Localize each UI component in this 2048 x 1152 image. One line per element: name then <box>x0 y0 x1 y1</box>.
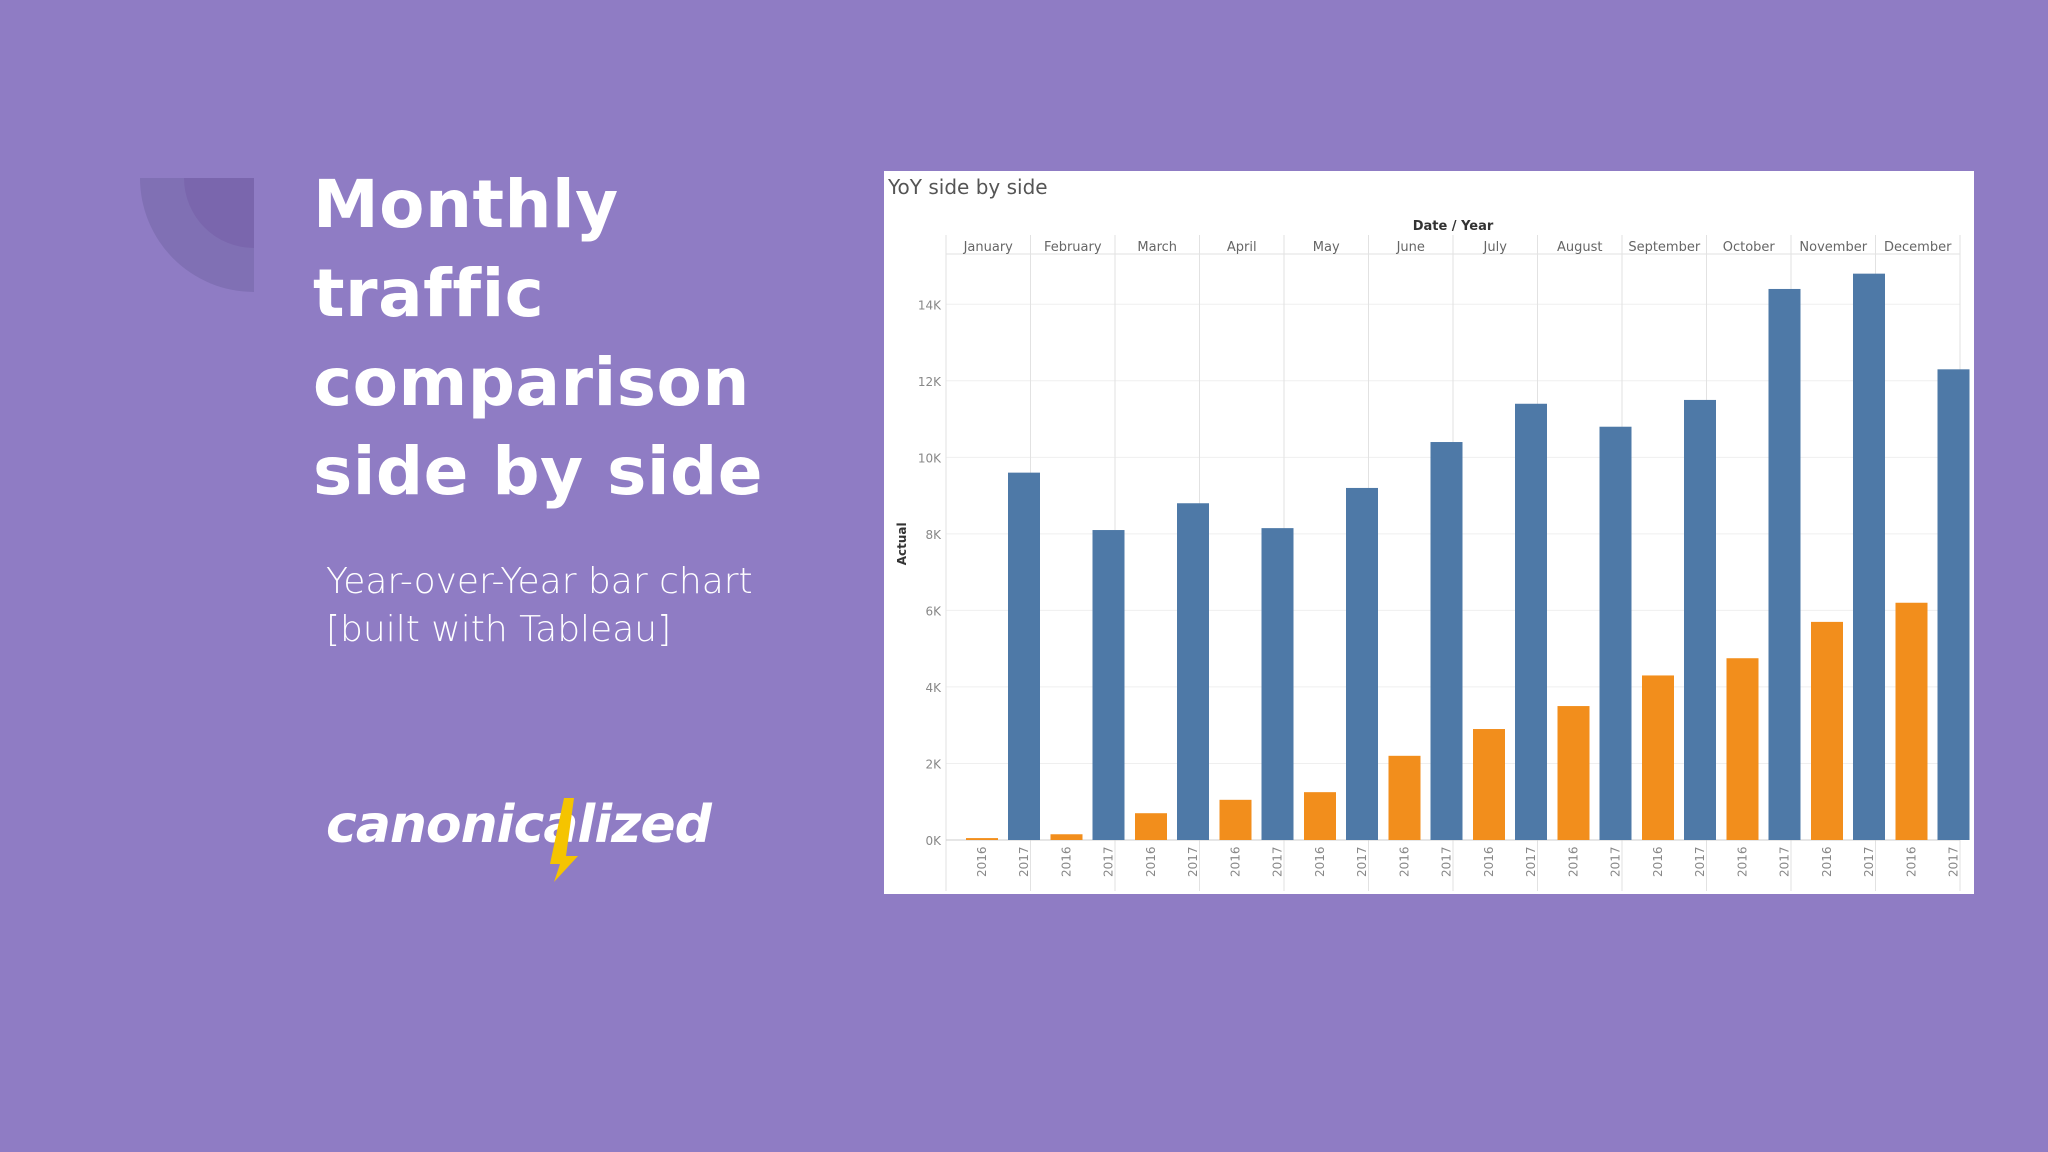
bar-2016 <box>1895 602 1928 840</box>
category-label: July <box>1483 240 1508 255</box>
yoy-bar-chart: YoY side by side Date / Year 0K 2K 4K 6K 8K 10K… <box>887 175 1970 891</box>
category-label: November <box>1799 240 1867 255</box>
bar-2017 <box>1768 288 1801 841</box>
decorative-quarter-circle <box>140 178 254 292</box>
slide-title: Monthly traffic comparison side by side <box>313 160 873 516</box>
category-label: January <box>963 240 1014 255</box>
category-label: March <box>1137 240 1177 255</box>
y-tick-label: 0K <box>925 834 942 848</box>
year-tick-label: 2017 <box>1778 846 1792 877</box>
year-tick-label: 2016 <box>1567 846 1581 877</box>
bar-2016 <box>1642 675 1674 840</box>
title-line: side by side <box>313 433 764 510</box>
bar-2017 <box>1261 528 1294 840</box>
chart-title: YoY side by side <box>887 175 1048 199</box>
bar-2016 <box>1557 706 1590 840</box>
bar-2017 <box>1092 530 1125 840</box>
chart-panel: YoY side by side Date / Year 0K 2K 4K 6K 8K 10K… <box>884 171 1974 894</box>
year-tick-label: 2017 <box>1609 846 1623 877</box>
y-tick-label: 14K <box>918 298 942 312</box>
category-label: August <box>1557 240 1603 255</box>
brand-logo: canonicalized <box>326 790 712 886</box>
subtitle-line: Year-over-Year bar chart <box>326 561 753 602</box>
year-tick-label: 2017 <box>1102 846 1116 877</box>
bar-2017 <box>1684 399 1716 840</box>
category-label: June <box>1396 240 1425 255</box>
title-line: comparison <box>313 344 750 421</box>
year-tick-label: 2017 <box>1693 846 1707 877</box>
year-tick-label: 2017 <box>1271 846 1285 877</box>
y-tick-label: 6K <box>925 604 942 618</box>
category-label: September <box>1628 240 1701 255</box>
y-tick-label: 10K <box>918 451 942 465</box>
bar-2017 <box>1853 273 1885 840</box>
bar-2017 <box>1599 426 1632 840</box>
logo-text: canonicalized <box>326 795 712 855</box>
year-tick-label: 2017 <box>1947 846 1961 877</box>
y-tick-label: 12K <box>918 375 942 389</box>
y-tick-label: 8K <box>925 528 942 542</box>
year-tick-label: 2016 <box>1482 846 1496 877</box>
year-tick-label: 2016 <box>1905 846 1919 877</box>
category-label: April <box>1227 240 1257 255</box>
year-tick-label: 2016 <box>1398 846 1412 877</box>
title-line: Monthly traffic <box>313 166 619 332</box>
year-tick-label: 2017 <box>1862 846 1876 877</box>
category-label: February <box>1044 240 1102 255</box>
year-tick-label: 2017 <box>1355 846 1369 877</box>
category-label: May <box>1313 240 1340 255</box>
logo-lightning-icon <box>550 798 578 882</box>
year-tick-label: 2017 <box>1440 846 1454 877</box>
bar-2016 <box>1219 799 1252 840</box>
bar-2016 <box>1811 621 1843 840</box>
bar-2017 <box>1346 487 1378 840</box>
chart-header-label: Date / Year <box>1413 219 1494 234</box>
year-tick-label: 2016 <box>1313 846 1327 877</box>
bar-2016 <box>1050 834 1083 840</box>
bar-2017 <box>1177 503 1209 840</box>
category-label: October <box>1723 240 1776 255</box>
year-tick-label: 2017 <box>1524 846 1538 877</box>
bar-2016 <box>966 838 998 840</box>
bar-2016 <box>1135 813 1167 840</box>
bar-2016 <box>1388 755 1421 840</box>
slide-subtitle: Year-over-Year bar chart [built with Tab… <box>326 558 846 654</box>
year-tick-label: 2016 <box>1651 846 1665 877</box>
y-axis-label: Actual <box>895 522 909 565</box>
year-tick-label: 2016 <box>975 846 989 877</box>
year-tick-label: 2016 <box>1229 846 1243 877</box>
year-tick-label: 2016 <box>1144 846 1158 877</box>
year-tick-label: 2017 <box>1186 846 1200 877</box>
category-label: December <box>1884 240 1952 255</box>
bar-2017 <box>1430 442 1463 840</box>
bar-2017 <box>1515 403 1547 840</box>
bar-2017 <box>1937 369 1970 840</box>
year-tick-label: 2016 <box>1060 846 1074 877</box>
year-tick-label: 2016 <box>1736 846 1750 877</box>
bar-2016 <box>1304 792 1336 840</box>
bar-2016 <box>1473 729 1505 840</box>
year-tick-label: 2016 <box>1820 846 1834 877</box>
year-tick-label: 2017 <box>1017 846 1031 877</box>
bar-2016 <box>1726 658 1759 840</box>
y-tick-label: 2K <box>925 757 942 771</box>
subtitle-line: [built with Tableau] <box>326 609 672 650</box>
y-tick-label: 4K <box>925 681 942 695</box>
bar-2017 <box>1008 472 1040 840</box>
